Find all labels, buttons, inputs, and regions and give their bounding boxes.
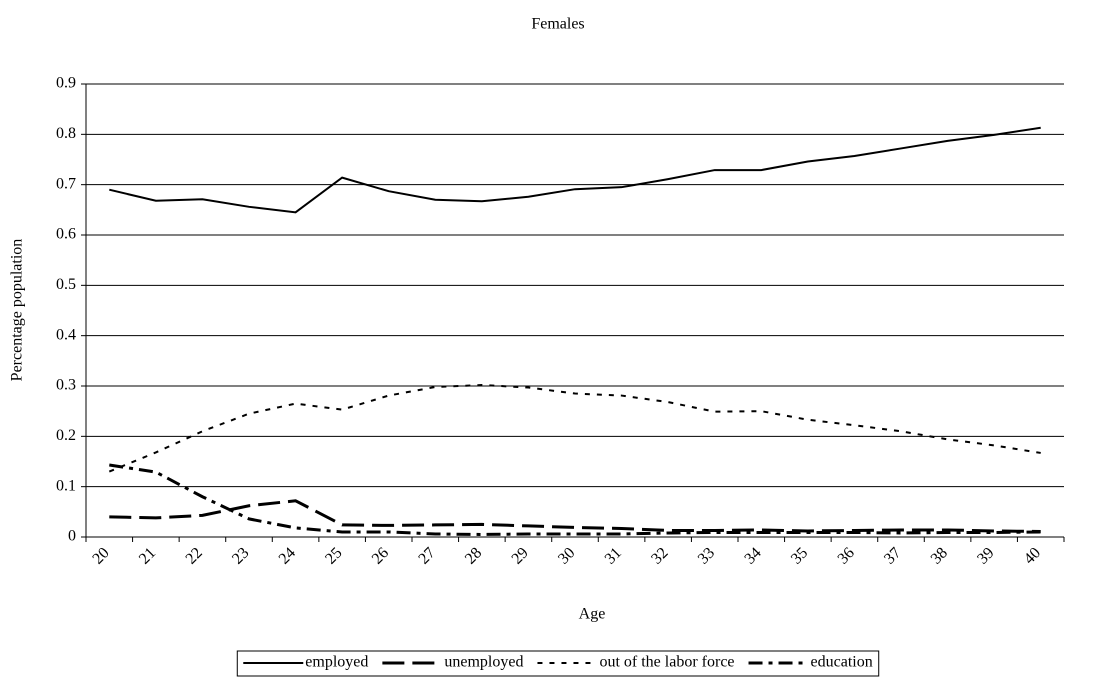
x-tick-label: 40 xyxy=(1021,544,1044,567)
x-tick-label: 26 xyxy=(369,544,392,567)
y-tick-label: 0.8 xyxy=(56,125,76,142)
series-line xyxy=(109,463,1041,536)
x-tick-label: 27 xyxy=(415,544,438,567)
y-tick-label: 0.9 xyxy=(56,75,76,92)
chart-title: Females xyxy=(531,16,584,33)
x-tick-label: 37 xyxy=(881,544,904,567)
x-tick-label: 21 xyxy=(136,544,159,567)
x-tick-label: 38 xyxy=(928,544,951,567)
x-tick-label: 36 xyxy=(835,544,858,567)
x-tick-label: 30 xyxy=(555,544,578,567)
y-tick-label: 0.6 xyxy=(56,226,76,243)
x-tick-label: 20 xyxy=(89,544,112,567)
y-tick-label: 0.4 xyxy=(56,326,76,343)
x-tick-label: 32 xyxy=(648,544,671,567)
x-tick-label: 33 xyxy=(695,544,718,567)
x-tick-label: 29 xyxy=(509,544,532,567)
legend-label: employed xyxy=(305,654,368,671)
x-tick-label: 25 xyxy=(322,544,345,567)
x-tick-label: 28 xyxy=(462,544,485,567)
x-tick-label: 24 xyxy=(276,544,299,567)
legend-label: out of the labor force xyxy=(599,654,734,671)
legend-label: unemployed xyxy=(444,654,523,671)
x-tick-label: 39 xyxy=(974,544,997,567)
x-tick-label: 31 xyxy=(602,544,625,567)
y-tick-label: 0 xyxy=(68,528,76,545)
x-tick-label: 35 xyxy=(788,544,811,567)
y-tick-label: 0.1 xyxy=(56,477,76,494)
legend-label: education xyxy=(811,654,873,671)
y-tick-label: 0.2 xyxy=(56,427,76,444)
x-tick-label: 22 xyxy=(183,544,206,567)
series-line xyxy=(109,126,1041,214)
y-tick-label: 0.5 xyxy=(56,276,76,293)
y-tick-label: 0.7 xyxy=(56,175,76,192)
x-tick-label: 34 xyxy=(741,544,764,567)
x-tick-label: 23 xyxy=(229,544,252,567)
y-tick-label: 0.3 xyxy=(56,377,76,394)
y-axis-label: Percentage population xyxy=(9,239,26,382)
series-line xyxy=(108,383,1041,473)
series-line xyxy=(109,499,1041,533)
x-axis-label: Age xyxy=(579,606,606,623)
legend: employed unemployed out of the labor force… xyxy=(236,650,880,677)
